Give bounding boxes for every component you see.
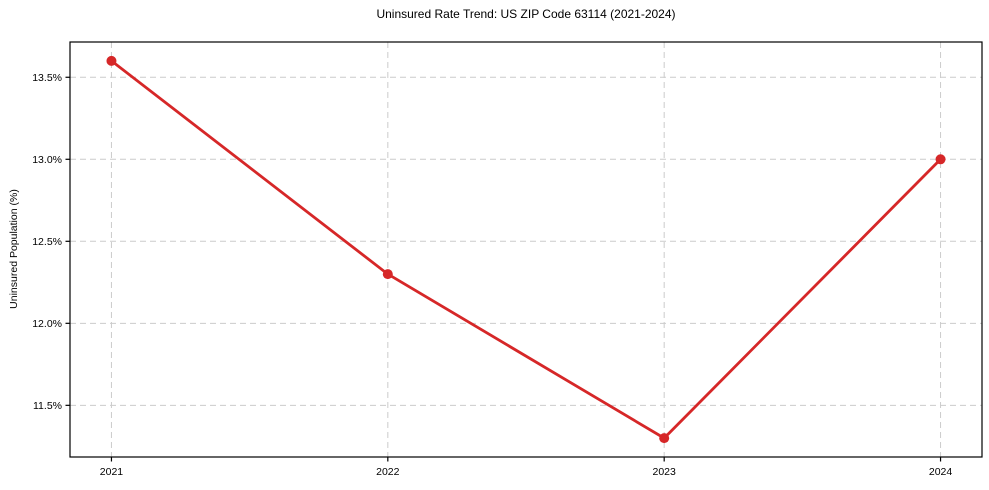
data-point-marker	[935, 154, 946, 165]
x-tick-label: 2023	[653, 466, 677, 478]
y-tick-label: 13.0%	[32, 154, 62, 166]
data-point-marker	[382, 269, 393, 280]
data-point-marker	[659, 433, 670, 444]
y-tick-label: 13.5%	[32, 72, 62, 84]
y-tick-label: 11.5%	[33, 400, 62, 412]
chart-title: Uninsured Rate Trend: US ZIP Code 63114 …	[376, 7, 676, 21]
x-tick-label: 2024	[929, 466, 953, 478]
trend-line	[110, 59, 942, 440]
data-point-marker	[106, 55, 117, 66]
plot-border	[69, 41, 983, 458]
y-tick-label: 12.0%	[32, 318, 62, 330]
y-tick-label: 12.5%	[32, 236, 62, 248]
y-axis-label: Uninsured Population (%)	[8, 189, 20, 309]
x-tick-label: 2022	[376, 466, 400, 478]
x-tick-label: 2021	[100, 466, 124, 478]
